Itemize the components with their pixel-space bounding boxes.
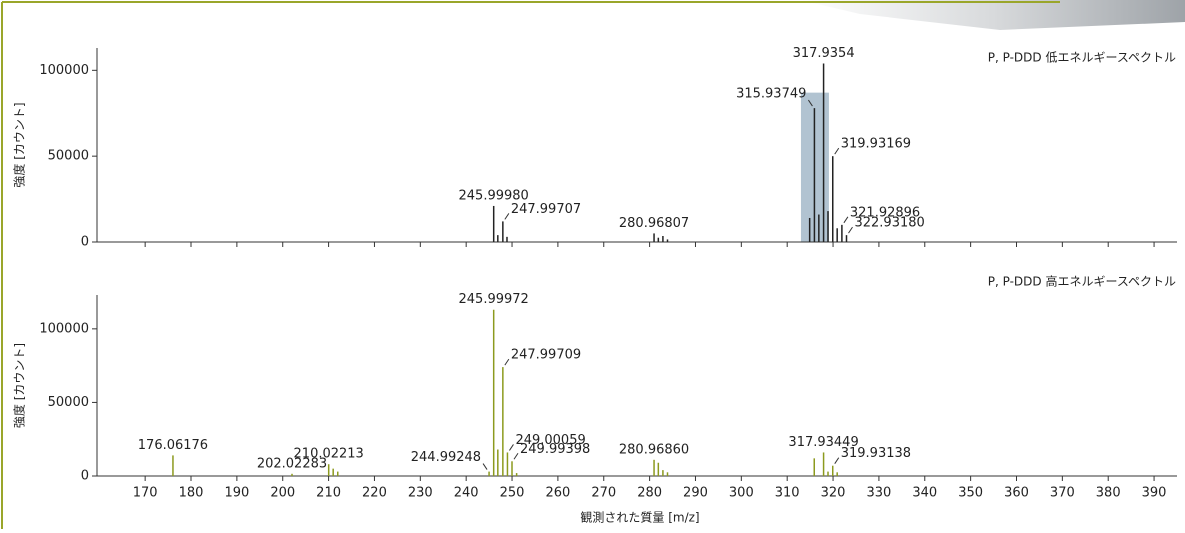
y-axis-title: 強度 [カウント] <box>12 102 27 187</box>
peak-label: 319.93138 <box>841 446 911 461</box>
peak-label: 319.93169 <box>841 137 911 152</box>
y-tick-label: 0 <box>81 235 89 250</box>
x-tick-label: 270 <box>591 486 616 501</box>
x-tick-label: 200 <box>270 486 295 501</box>
x-tick-label: 240 <box>454 486 479 501</box>
leader <box>844 217 848 223</box>
x-tick-label: 250 <box>500 486 525 501</box>
y-tick-label: 100000 <box>39 321 89 336</box>
peak-label: 247.99707 <box>511 202 581 217</box>
x-tick-label: 330 <box>866 486 891 501</box>
x-axis-title: 観測された質量 [m/z] <box>580 510 699 525</box>
x-tick-label: 340 <box>912 486 937 501</box>
peak-label: 244.99248 <box>411 450 481 465</box>
x-tick-label: 210 <box>316 486 341 501</box>
y-axis-title: 強度 [カウント] <box>12 343 27 428</box>
x-tick-label: 350 <box>958 486 983 501</box>
x-tick-label: 230 <box>408 486 433 501</box>
y-tick-label: 100000 <box>39 63 89 78</box>
peak-label: 247.99709 <box>511 348 581 363</box>
x-tick-label: 170 <box>133 486 158 501</box>
peak-label: 315.93749 <box>736 87 806 102</box>
x-tick-label: 190 <box>224 486 249 501</box>
peak-label: 210.02213 <box>294 447 364 462</box>
leader <box>848 227 852 233</box>
x-tick-label: 320 <box>821 486 846 501</box>
x-tick-label: 280 <box>637 486 662 501</box>
panel-title: P, P-DDD 低エネルギースペクトル <box>988 51 1176 65</box>
leader <box>835 148 839 154</box>
peak-label: 249.99398 <box>520 442 590 457</box>
leader <box>835 458 839 464</box>
peak-label: 322.93180 <box>854 216 924 231</box>
page: 0 50000 100000 P, P-DDD 低エネルギースペクトル強度 [カウント… <box>0 0 1185 529</box>
x-tick-label: 260 <box>545 486 570 501</box>
leader <box>483 464 487 470</box>
x-tick-label: 180 <box>179 486 204 501</box>
leader <box>505 359 509 365</box>
peak-label: 176.06176 <box>138 438 208 453</box>
peak-label: 317.9354 <box>793 46 855 61</box>
y-tick-label: 50000 <box>48 395 89 410</box>
x-tick-label: 310 <box>775 486 800 501</box>
leader <box>514 453 518 459</box>
y-tick-label: 0 <box>81 469 89 484</box>
x-tick-label: 290 <box>683 486 708 501</box>
peak-label: 245.99972 <box>459 292 529 307</box>
leader <box>505 213 509 219</box>
x-tick-label: 300 <box>729 486 754 501</box>
corner-graphic <box>800 0 1185 30</box>
x-tick-label: 390 <box>1142 486 1167 501</box>
peak-label: 280.96807 <box>619 216 689 231</box>
x-tick-label: 370 <box>1050 486 1075 501</box>
x-tick-label: 220 <box>362 486 387 501</box>
leader <box>509 444 513 450</box>
y-tick-label: 50000 <box>48 149 89 164</box>
peak-label: 280.96860 <box>619 442 689 457</box>
panel-title: P, P-DDD 高エネルギースペクトル <box>988 274 1176 289</box>
x-tick-label: 380 <box>1096 486 1121 501</box>
x-tick-label: 360 <box>1004 486 1029 501</box>
